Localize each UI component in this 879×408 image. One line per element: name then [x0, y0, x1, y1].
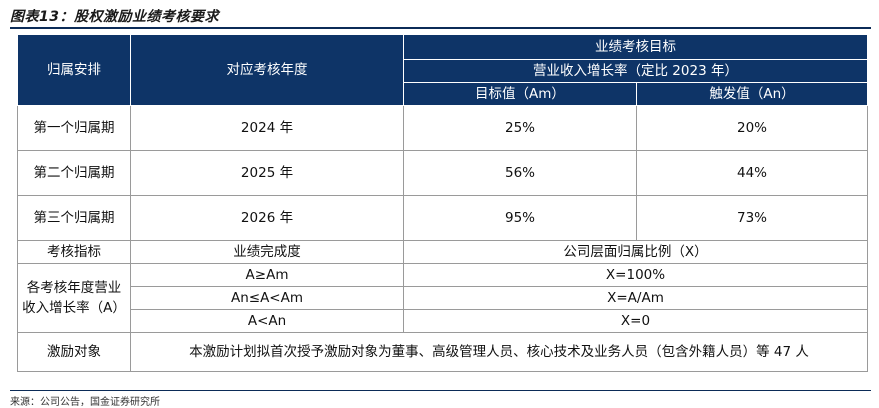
period-name: 第三个归属期: [17, 195, 131, 241]
period-name: 第一个归属期: [17, 105, 131, 151]
period-an: 20%: [636, 105, 868, 151]
performance-assessment-table: 归属安排 对应考核年度 业绩考核目标 营业收入增长率（定比 2023 年） 目标…: [17, 34, 868, 372]
table-row: 第三个归属期 2026 年 95% 73%: [17, 195, 868, 241]
growth-condition: A≥Am: [130, 263, 404, 287]
table-row: 各考核年度营业收入增长率（A） A≥Am X=100%: [17, 263, 868, 333]
assessment-completion: 业绩完成度: [130, 240, 404, 264]
incentive-text: 本激励计划拟首次授予激励对象为董事、高级管理人员、核心技术及业务人员（包含外籍人…: [130, 332, 868, 372]
period-am: 95%: [403, 195, 637, 241]
incentive-label: 激励对象: [17, 332, 131, 372]
table-row: A<An X=0: [18, 309, 868, 333]
growth-condition: An≤A<Am: [130, 286, 404, 310]
growth-ratio: X=100%: [403, 263, 868, 287]
header-target: 业绩考核目标: [403, 34, 868, 60]
table-row: 第一个归属期 2024 年 25% 20%: [17, 105, 868, 151]
figure-title: 图表13：股权激励业绩考核要求: [10, 9, 219, 25]
period-am: 56%: [403, 150, 637, 196]
header-arrangement: 归属安排: [17, 34, 131, 106]
title-divider: [10, 27, 871, 29]
header-am: 目标值（Am）: [403, 82, 637, 106]
source-note: 来源：公司公告，国金证券研究所: [10, 397, 160, 408]
period-name: 第二个归属期: [17, 150, 131, 196]
growth-ratio: X=A/Am: [403, 286, 868, 310]
assessment-ratio: 公司层面归属比例（X）: [403, 240, 868, 264]
table-row: 第二个归属期 2025 年 56% 44%: [17, 150, 868, 196]
period-year: 2025 年: [130, 150, 404, 196]
period-an: 73%: [636, 195, 868, 241]
growth-ratio: X=0: [403, 309, 868, 333]
header-growth: 营业收入增长率（定比 2023 年）: [403, 59, 868, 83]
growth-rate-label: 各考核年度营业收入增长率（A）: [17, 263, 131, 333]
table-row: 激励对象 本激励计划拟首次授予激励对象为董事、高级管理人员、核心技术及业务人员（…: [17, 332, 868, 372]
period-year: 2024 年: [130, 105, 404, 151]
header-an: 触发值（An）: [636, 82, 868, 106]
growth-condition: A<An: [130, 309, 404, 333]
period-am: 25%: [403, 105, 637, 151]
assessment-label: 考核指标: [17, 240, 131, 264]
bottom-divider: [10, 390, 871, 391]
header-year: 对应考核年度: [130, 34, 404, 106]
table-row: 考核指标 业绩完成度 公司层面归属比例（X）: [17, 240, 868, 264]
period-an: 44%: [636, 150, 868, 196]
period-year: 2026 年: [130, 195, 404, 241]
table-row: An≤A<Am X=A/Am: [18, 286, 868, 310]
